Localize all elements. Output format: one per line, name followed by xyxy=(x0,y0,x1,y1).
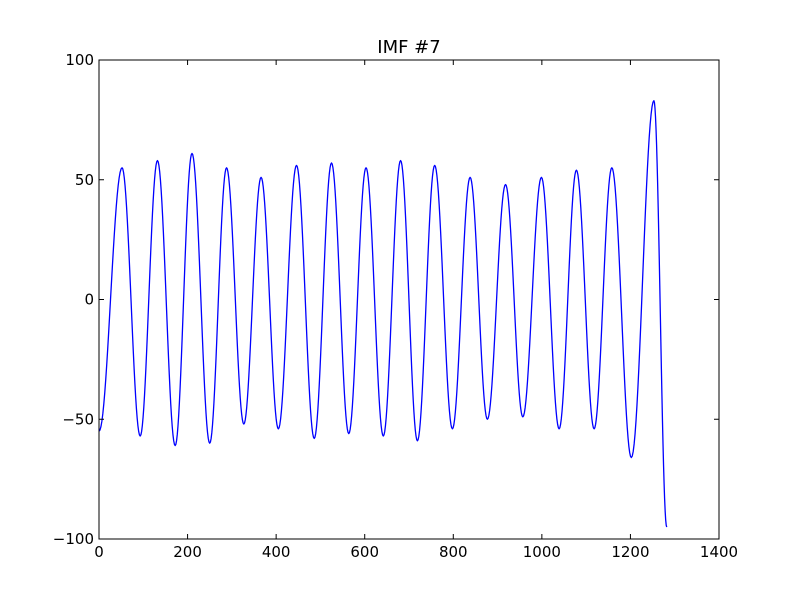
x-tick-label: 600 xyxy=(350,543,379,561)
y-tick-label: −100 xyxy=(53,530,94,548)
chart-title: IMF #7 xyxy=(377,37,440,58)
x-tick-label: 1200 xyxy=(611,543,649,561)
y-tick-label: −50 xyxy=(62,410,94,428)
y-tick-label: 0 xyxy=(84,291,94,309)
y-tick-label: 100 xyxy=(65,51,94,69)
x-tick-label: 800 xyxy=(439,543,468,561)
axes: 0 200 400 600 800 1000 1200 1400 −100 −50 0 50 100 xyxy=(53,51,738,561)
plot-area xyxy=(98,100,668,528)
x-tick-label: 200 xyxy=(173,543,202,561)
series-line-0 xyxy=(98,100,668,528)
x-tick-label: 1000 xyxy=(523,543,561,561)
x-tick-label: 400 xyxy=(262,543,291,561)
y-tick-label: 50 xyxy=(75,171,94,189)
x-tick-label: 0 xyxy=(94,543,104,561)
x-tick-label: 1400 xyxy=(700,543,738,561)
